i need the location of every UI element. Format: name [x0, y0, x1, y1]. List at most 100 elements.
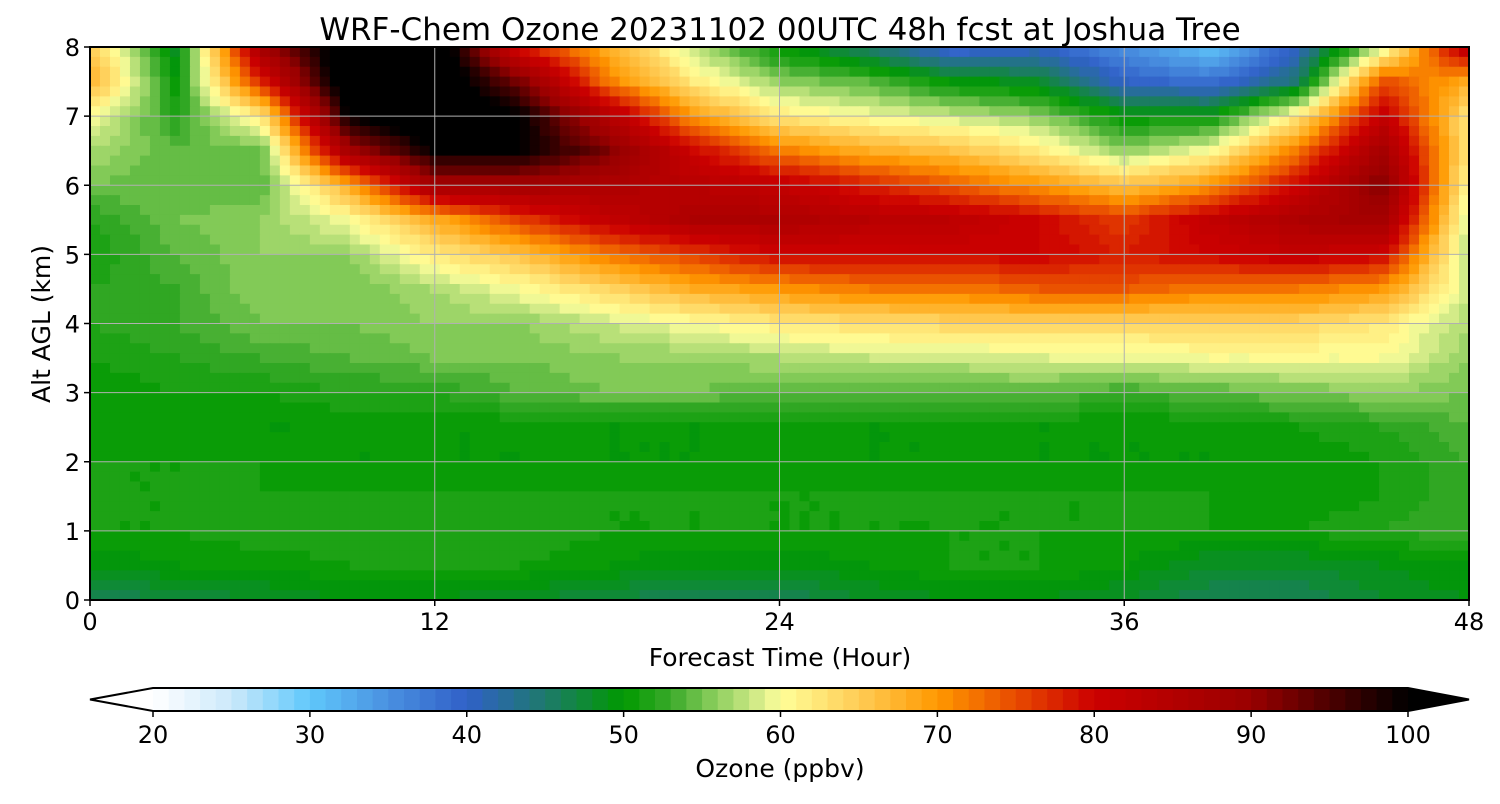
heatmap-cell	[1059, 126, 1070, 137]
heatmap-cell	[859, 185, 871, 196]
heatmap-cell	[359, 165, 371, 176]
heatmap-cell	[159, 382, 171, 394]
heatmap-cell	[559, 135, 571, 147]
heatmap-cell	[90, 145, 101, 157]
heatmap-cell	[339, 323, 351, 334]
heatmap-cell	[1319, 284, 1330, 295]
heatmap-cell	[1389, 175, 1400, 186]
heatmap-cell	[1039, 47, 1050, 58]
heatmap-cell	[639, 155, 651, 167]
heatmap-cell	[659, 333, 671, 344]
heatmap-cell	[1229, 303, 1240, 315]
heatmap-cell	[829, 293, 841, 305]
heatmap-cell	[299, 96, 311, 107]
heatmap-cell	[479, 274, 491, 285]
heatmap-cell	[359, 293, 371, 305]
heatmap-cell	[589, 353, 601, 364]
heatmap-cell	[329, 56, 341, 68]
heatmap-cell	[929, 313, 940, 325]
heatmap-cell	[659, 353, 671, 364]
heatmap-cell	[989, 86, 1000, 97]
heatmap-cell	[329, 244, 341, 255]
heatmap-cell	[1389, 205, 1400, 216]
heatmap-cell	[899, 353, 910, 364]
heatmap-cell	[459, 303, 471, 315]
heatmap-cell	[559, 372, 571, 384]
heatmap-cell	[569, 284, 581, 295]
heatmap-cell	[1349, 244, 1360, 255]
heatmap-cell	[839, 392, 851, 404]
heatmap-cell	[529, 126, 541, 137]
heatmap-cell	[1039, 343, 1050, 354]
heatmap-cell	[929, 382, 940, 394]
heatmap-cell	[579, 293, 591, 305]
heatmap-cell	[399, 47, 411, 58]
heatmap-cell	[709, 116, 721, 127]
heatmap-cell	[449, 392, 461, 404]
heatmap-cell	[549, 382, 561, 394]
heatmap-cell	[1219, 86, 1230, 97]
heatmap-cell	[829, 66, 841, 78]
heatmap-cell	[819, 106, 831, 117]
heatmap-cell	[1189, 116, 1200, 127]
heatmap-cell	[1329, 284, 1340, 295]
heatmap-cell	[849, 86, 861, 97]
heatmap-cell	[1319, 303, 1330, 315]
heatmap-cell	[949, 66, 960, 78]
heatmap-cell	[909, 195, 920, 206]
heatmap-cell	[119, 313, 131, 325]
heatmap-cell	[1419, 372, 1430, 384]
heatmap-cell	[909, 284, 920, 295]
heatmap-cell	[509, 185, 521, 196]
heatmap-cell	[469, 323, 481, 334]
heatmap-cell	[829, 106, 841, 117]
heatmap-cell	[209, 382, 221, 394]
heatmap-cell	[349, 175, 361, 186]
heatmap-cell	[509, 372, 521, 384]
heatmap-cell	[1259, 214, 1270, 226]
heatmap-cell	[389, 303, 401, 315]
heatmap-cell	[1029, 76, 1040, 88]
heatmap-cell	[779, 224, 791, 236]
heatmap-cell	[409, 155, 421, 167]
heatmap-cell	[1039, 145, 1050, 157]
heatmap-cell	[309, 303, 321, 315]
heatmap-cell	[129, 145, 141, 157]
heatmap-cell	[1159, 76, 1170, 88]
heatmap-cell	[1059, 343, 1070, 354]
heatmap-cell	[1169, 214, 1180, 226]
heatmap-cell	[1419, 185, 1430, 196]
heatmap-cell	[259, 264, 271, 275]
heatmap-cell	[219, 293, 231, 305]
heatmap-cell	[119, 264, 131, 275]
heatmap-cell	[1259, 155, 1270, 167]
heatmap-cell	[239, 126, 251, 137]
heatmap-cell	[1169, 155, 1180, 167]
heatmap-cell	[549, 224, 561, 236]
heatmap-cell	[379, 333, 391, 344]
heatmap-cell	[1449, 343, 1460, 354]
heatmap-cell	[619, 56, 631, 68]
heatmap-cell	[319, 126, 331, 137]
heatmap-cell	[659, 372, 671, 384]
heatmap-cell	[559, 303, 571, 315]
heatmap-cell	[1339, 382, 1350, 394]
heatmap-cell	[229, 56, 241, 68]
heatmap-cell	[1179, 323, 1190, 334]
heatmap-cell	[539, 392, 551, 404]
heatmap-cell	[1349, 224, 1360, 236]
heatmap-cell	[1439, 66, 1450, 78]
heatmap-cell	[769, 86, 781, 97]
heatmap-cell	[809, 96, 821, 107]
heatmap-cell	[559, 274, 571, 285]
heatmap-cell	[749, 343, 761, 354]
heatmap-cell	[949, 205, 960, 216]
heatmap-cell	[189, 86, 201, 97]
heatmap-cell	[469, 244, 481, 255]
heatmap-cell	[1019, 175, 1030, 186]
heatmap-cell	[1189, 293, 1200, 305]
heatmap-cell	[539, 244, 551, 255]
heatmap-cell	[629, 353, 641, 364]
heatmap-cell	[1429, 353, 1440, 364]
heatmap-cell	[729, 313, 741, 325]
